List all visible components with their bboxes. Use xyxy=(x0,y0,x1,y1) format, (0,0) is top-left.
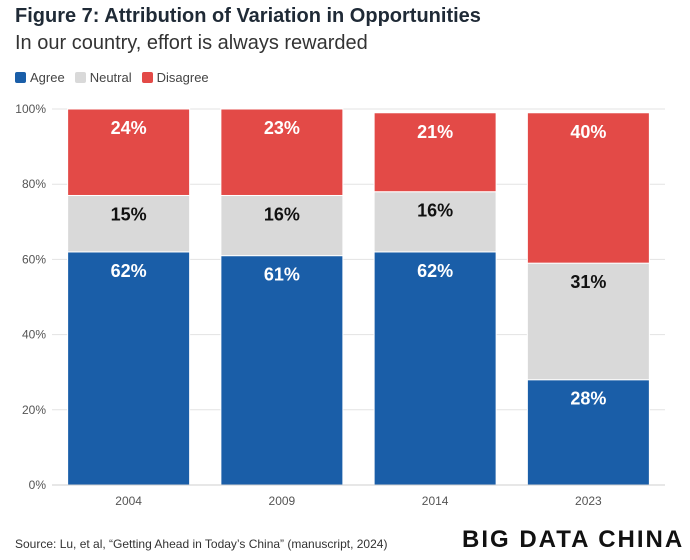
legend: Agree Neutral Disagree xyxy=(15,70,219,85)
chart-title: Figure 7: Attribution of Variation in Op… xyxy=(15,5,481,27)
x-tick-label: 2009 xyxy=(269,494,296,508)
brand-watermark: BIG DATA CHINA xyxy=(462,526,685,553)
legend-label-agree: Agree xyxy=(30,70,65,85)
data-label-neutral-2014: 16% xyxy=(417,201,453,221)
bar-neutral-2004 xyxy=(67,194,191,253)
data-label-agree-2023: 28% xyxy=(570,389,606,409)
bar-neutral-2023 xyxy=(526,262,650,381)
data-label-agree-2014: 62% xyxy=(417,261,453,281)
legend-swatch-agree xyxy=(15,72,26,83)
y-tick-label: 0% xyxy=(29,478,47,492)
data-label-neutral-2023: 31% xyxy=(570,272,606,292)
legend-swatch-disagree xyxy=(141,72,153,83)
legend-label-disagree: Disagree xyxy=(156,70,209,85)
legend-item-disagree: Disagree xyxy=(141,70,209,85)
data-label-agree-2004: 62% xyxy=(111,261,147,281)
x-tick-label: 2014 xyxy=(422,494,449,508)
data-label-neutral-2009: 16% xyxy=(264,204,300,224)
bar-disagree-2009 xyxy=(220,108,344,196)
y-tick-label: 20% xyxy=(22,403,46,417)
data-label-agree-2009: 61% xyxy=(264,265,300,285)
bar-disagree-2014 xyxy=(373,112,497,193)
x-tick-label: 2023 xyxy=(575,494,602,508)
source-note: Source: Lu, et al, “Getting Ahead in Tod… xyxy=(15,537,388,551)
bar-disagree-2004 xyxy=(67,108,191,196)
bar-agree-2014 xyxy=(373,251,497,486)
data-label-neutral-2004: 15% xyxy=(111,204,147,224)
legend-label-neutral: Neutral xyxy=(89,70,132,85)
y-tick-label: 60% xyxy=(22,252,46,266)
bar-agree-2004 xyxy=(67,251,191,486)
legend-item-neutral: Neutral xyxy=(74,70,132,85)
bar-agree-2009 xyxy=(220,255,344,486)
y-tick-label: 40% xyxy=(22,328,46,342)
data-label-disagree-2023: 40% xyxy=(570,122,606,142)
bar-disagree-2023 xyxy=(526,112,650,264)
bar-neutral-2009 xyxy=(220,194,344,257)
data-label-disagree-2014: 21% xyxy=(417,122,453,142)
y-tick-label: 80% xyxy=(22,177,46,191)
chart-subtitle: In our country, effort is always rewarde… xyxy=(15,32,368,54)
legend-swatch-neutral xyxy=(74,72,86,83)
y-tick-label: 100% xyxy=(15,102,46,116)
x-tick-label: 2004 xyxy=(115,494,142,508)
data-label-disagree-2009: 23% xyxy=(264,118,300,138)
legend-item-agree: Agree xyxy=(15,70,65,85)
bar-agree-2023 xyxy=(526,379,650,486)
data-label-disagree-2004: 24% xyxy=(111,118,147,138)
